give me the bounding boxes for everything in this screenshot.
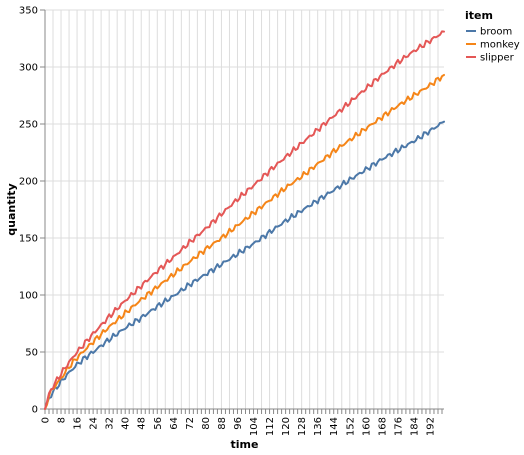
- grid: [44, 9, 444, 410]
- x-tick-label: 160: [361, 417, 372, 436]
- x-tick-label: 88: [217, 417, 228, 430]
- x-tick-label: 16: [73, 417, 84, 430]
- x-tick-label: 8: [57, 417, 68, 423]
- x-axis-title: time: [231, 438, 259, 451]
- y-tick-label: 150: [19, 234, 38, 245]
- y-tick-label: 100: [19, 291, 38, 302]
- x-tick-label: 56: [153, 417, 164, 430]
- x-tick-label: 24: [89, 417, 100, 430]
- legend-label-monkey: monkey: [480, 40, 520, 51]
- series-line-slipper: [44, 30, 445, 410]
- legend-label-broom: broom: [480, 27, 512, 38]
- y-axis-title: quantity: [5, 183, 18, 235]
- x-tick-label: 184: [409, 417, 420, 436]
- legend: item broom monkey slipper: [465, 9, 520, 64]
- y-tick-label: 250: [19, 120, 38, 131]
- y-tick-label: 350: [19, 6, 38, 17]
- x-tick-label: 32: [105, 417, 116, 430]
- x-tick-label: 104: [249, 417, 260, 436]
- y-tick-label: 300: [19, 63, 38, 74]
- legend-label-slipper: slipper: [480, 53, 515, 64]
- x-tick-label: 40: [121, 417, 132, 430]
- series-line-broom: [44, 120, 445, 410]
- x-tick-label: 72: [185, 417, 196, 430]
- series-lines: [44, 30, 445, 410]
- series-line-monkey: [44, 73, 445, 410]
- x-tick-label: 192: [425, 417, 436, 436]
- x-tick-label: 112: [265, 417, 276, 436]
- x-tick-label: 152: [345, 417, 356, 436]
- x-tick-label: 144: [329, 417, 340, 436]
- y-tick-label: 0: [32, 405, 38, 416]
- x-tick-label: 176: [393, 417, 404, 436]
- x-tick-label: 136: [313, 417, 324, 436]
- x-tick-label: 80: [201, 417, 212, 430]
- y-tick-label: 50: [25, 348, 38, 359]
- x-tick-label: 48: [137, 417, 148, 430]
- legend-title: item: [465, 9, 493, 22]
- x-tick-label: 168: [377, 417, 388, 436]
- x-tick-label: 96: [233, 417, 244, 430]
- y-tick-label: 200: [19, 177, 38, 188]
- x-tick-label: 120: [281, 417, 292, 436]
- x-tick-label: 128: [297, 417, 308, 436]
- x-tick-label: 64: [169, 417, 180, 430]
- x-tick-label: 0: [41, 417, 52, 423]
